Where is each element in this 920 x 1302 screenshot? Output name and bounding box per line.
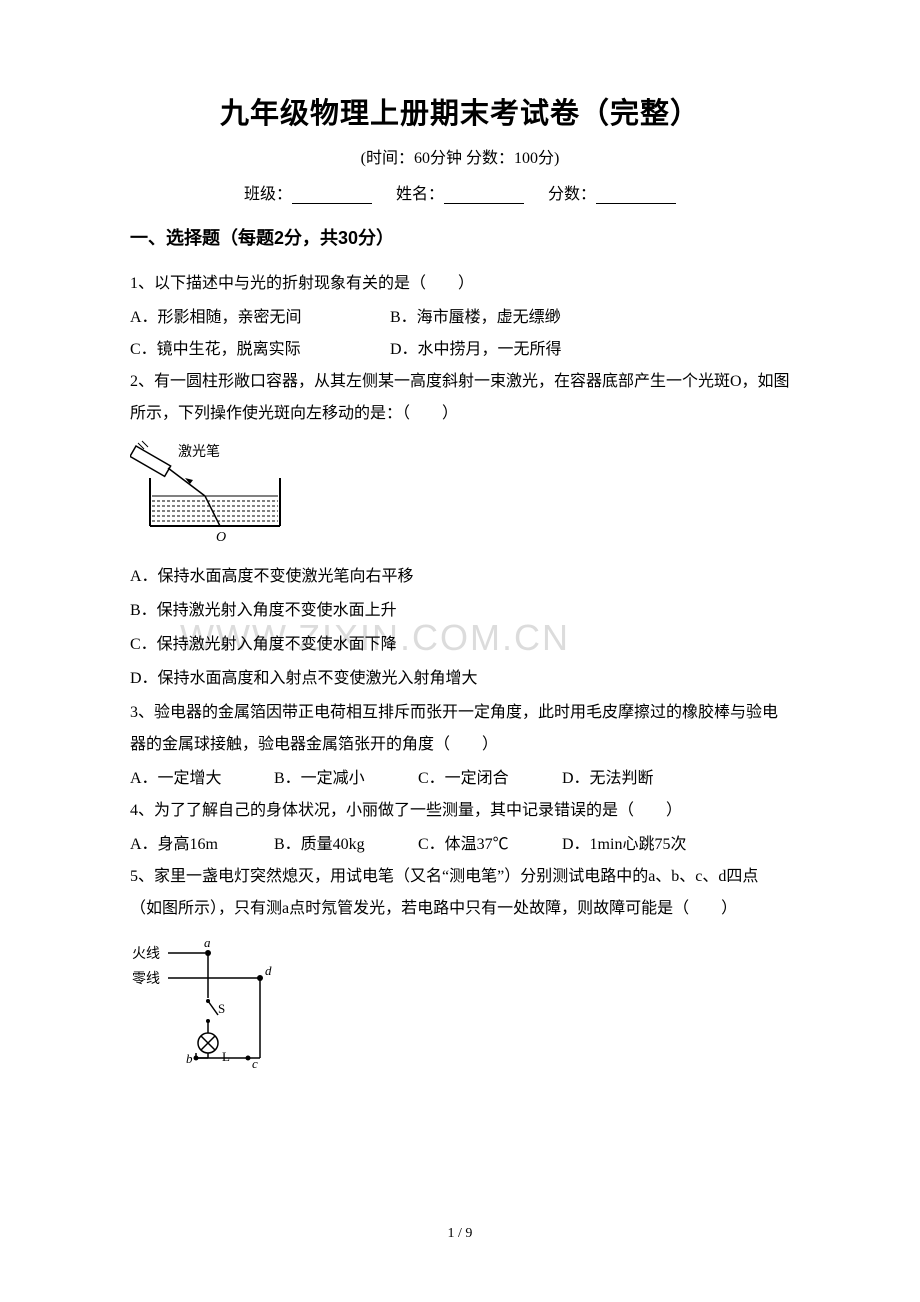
page-title: 九年级物理上册期末考试卷（完整） [130,90,790,132]
q1-stem: 1、以下描述中与光的折射现象有关的是（ ） [130,268,790,300]
q1-option-a: A．形影相随，亲密无间 [130,302,390,334]
form-row: 班级： 姓名： 分数： [130,180,790,204]
q5-stem: 5、家里一盏电灯突然熄灭，用试电笔（又名“测电笔”）分别测试电路中的a、b、c、… [130,861,790,925]
q2-stem: 2、有一圆柱形敞口容器，从其左侧某一高度斜射一束激光，在容器底部产生一个光斑O，… [130,366,790,430]
name-blank[interactable] [444,186,524,204]
score-label: 分数： [548,186,596,203]
q5-fire-label: 火线 [132,946,160,962]
q5-zero-label: 零线 [132,971,160,987]
q4-options: A．身高16m B．质量40kg C．体温37℃ D．1min心跳75次 [130,829,790,861]
q1-options-row1: A．形影相随，亲密无间 B．海市蜃楼，虚无缥缈 [130,302,790,334]
q5-c-label: c [252,1056,258,1071]
q4-option-c: C．体温37℃ [418,829,558,861]
class-blank[interactable] [292,186,372,204]
q1-option-b: B．海市蜃楼，虚无缥缈 [390,302,790,334]
q2-option-b: B．保持激光射入角度不变使水面上升 [130,595,790,627]
page-subtitle: (时间：60分钟 分数：100分) [130,144,790,168]
q3-option-c: C．一定闭合 [418,763,558,795]
q2-o-label: O [216,530,226,545]
q3-options: A．一定增大 B．一定减小 C．一定闭合 D．无法判断 [130,763,790,795]
q3-option-b: B．一定减小 [274,763,414,795]
q4-option-d: D．1min心跳75次 [562,829,686,861]
page-content: 九年级物理上册期末考试卷（完整） (时间：60分钟 分数：100分) 班级： 姓… [130,90,790,1078]
q5-a-label: a [204,935,211,950]
q2-option-d: D．保持水面高度和入射点不变使激光入射角增大 [130,663,790,695]
q5-d-label: d [265,963,272,978]
q5-b-label: b [186,1051,193,1066]
q2-diagram: 激光笔 O [130,438,790,553]
q5-s-label: S [218,1001,225,1016]
page-footer: 1 / 9 [0,1226,920,1242]
score-blank[interactable] [596,186,676,204]
q3-option-d: D．无法判断 [562,763,654,795]
section-header: 一、选择题（每题2分，共30分） [130,224,790,250]
class-label: 班级： [244,186,292,203]
q5-l-label: L [222,1049,230,1064]
q1-options-row2: C．镜中生花，脱离实际 D．水中捞月，一无所得 [130,334,790,366]
q3-stem: 3、验电器的金属箔因带正电荷相互排斥而张开一定角度，此时用毛皮摩擦过的橡胶棒与验… [130,697,790,761]
q3-option-a: A．一定增大 [130,763,270,795]
q4-option-a: A．身高16m [130,829,270,861]
q2-pen-label: 激光笔 [178,443,220,460]
q1-option-c: C．镜中生花，脱离实际 [130,334,390,366]
q2-option-a: A．保持水面高度不变使激光笔向右平移 [130,561,790,593]
name-label: 姓名： [396,186,444,203]
q1-option-d: D．水中捞月，一无所得 [390,334,790,366]
q4-stem: 4、为了了解自己的身体状况，小丽做了一些测量，其中记录错误的是（ ） [130,795,790,827]
q5-diagram: 火线 a 零线 d S L b [130,933,790,1078]
q4-option-b: B．质量40kg [274,829,414,861]
q2-option-c: C．保持激光射入角度不变使水面下降 [130,629,790,661]
